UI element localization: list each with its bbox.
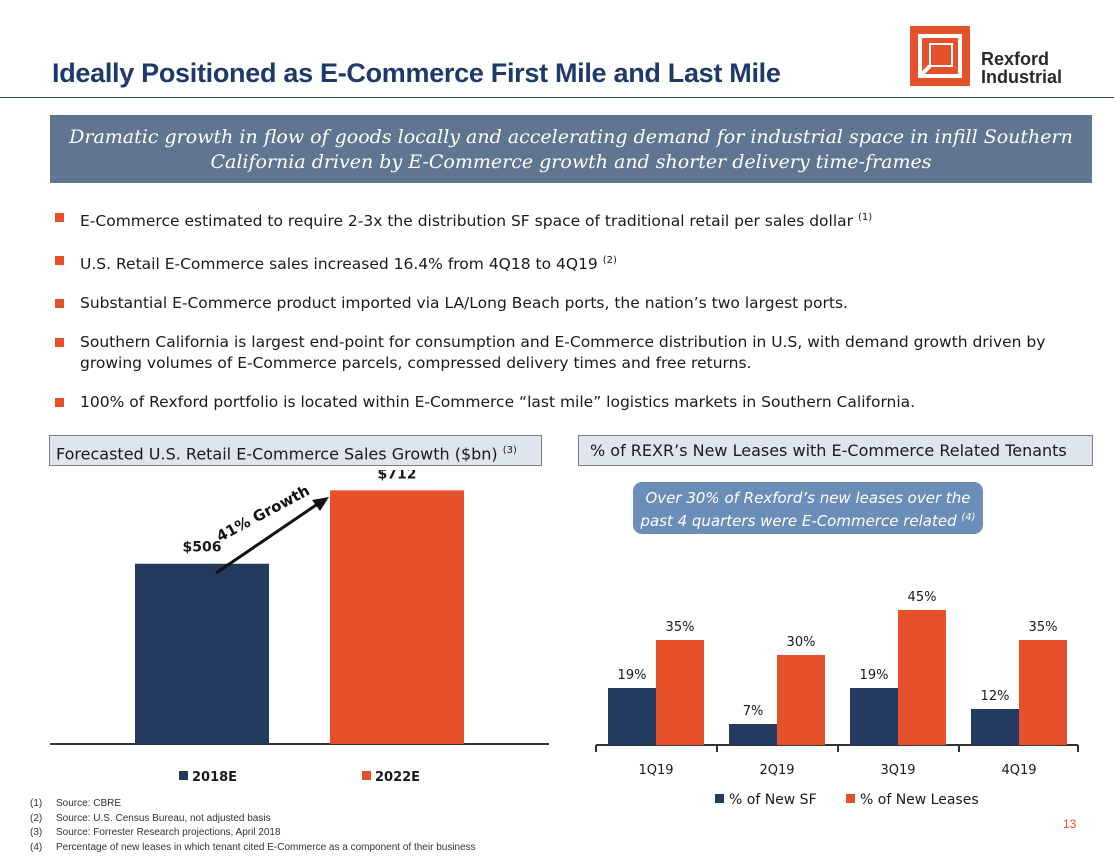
square-bullet-icon	[55, 338, 64, 348]
bullet-text: Southern California is largest end-point…	[80, 333, 1046, 373]
footnote-text: Source: Forrester Research projections, …	[56, 827, 281, 838]
banner-line-2: California driven by E-Commerce growth a…	[210, 151, 932, 173]
footnotes: (1) Source: CBRE (2) Source: U.S. Census B…	[30, 797, 476, 855]
legend-label: 2022E	[375, 770, 420, 785]
ecommerce-callout: Over 30% of Rexford’s new leases over th…	[633, 482, 983, 534]
footnote-ref: (4)	[961, 512, 976, 523]
bullet-item: 100% of Rexford portfolio is located wit…	[55, 392, 1095, 413]
right-chart-title: % of REXR’s New Leases with E-Commerce R…	[590, 441, 1067, 460]
square-bullet-icon	[55, 256, 64, 266]
footnote-ref: (3)	[502, 445, 517, 456]
bar	[971, 709, 1019, 745]
legend-label: % of New Leases	[860, 792, 979, 808]
bar	[777, 655, 825, 745]
data-label: 35%	[666, 620, 695, 635]
footnote-ref: (1)	[857, 212, 873, 223]
banner-line-1: Dramatic growth in flow of goods locally…	[69, 126, 1073, 148]
bullet-item: E-Commerce estimated to require 2-3x the…	[55, 207, 1095, 232]
left-chart-title: Forecasted U.S. Retail E-Commerce Sales …	[56, 444, 503, 464]
ecommerce-sales-chart: $506 $712 41% Growth 2018E 2022E	[50, 470, 549, 785]
bar	[850, 688, 898, 745]
square-bullet-icon	[55, 299, 64, 309]
footnote: (1) Source: CBRE	[30, 797, 476, 812]
data-label: 19%	[618, 668, 647, 683]
data-label: 12%	[981, 689, 1010, 704]
bar	[1019, 640, 1067, 745]
square-bullet-icon	[55, 213, 64, 222]
footnote: (2) Source: U.S. Census Bureau, not adjus…	[30, 812, 476, 827]
footnote-ref: (2)	[602, 255, 617, 267]
growth-annotation: 41% Growth	[213, 481, 329, 575]
page-title: Ideally Positioned as E-Commerce First M…	[52, 58, 781, 88]
bar	[330, 490, 464, 744]
data-label: $506	[183, 540, 222, 556]
footnote-number: (1)	[30, 798, 43, 809]
legend-label: 2018E	[192, 770, 237, 785]
right-chart-header: % of REXR’s New Leases with E-Commerce R…	[578, 435, 1093, 466]
data-label: 7%	[743, 704, 764, 719]
legend-swatch	[179, 771, 188, 780]
footnote-number: (4)	[30, 841, 43, 853]
bullet-text: Substantial E-Commerce product imported …	[80, 294, 848, 313]
rexford-logo-icon	[910, 26, 970, 86]
growth-label: 41% Growth	[213, 481, 312, 545]
bar	[898, 610, 946, 745]
company-logo-text: Rexford Industrial	[981, 50, 1062, 86]
key-points-list: E-Commerce estimated to require 2-3x the…	[55, 207, 1095, 431]
legend-label: % of New SF	[729, 792, 817, 808]
footnote-number: (3)	[30, 827, 43, 838]
footnote-text: Source: U.S. Census Bureau, not adjusted…	[56, 812, 271, 824]
title-divider	[0, 97, 1114, 98]
bullet-item: Substantial E-Commerce product imported …	[55, 293, 1095, 314]
callout-line-1: Over 30% of Rexford’s new leases over th…	[645, 489, 971, 507]
footnote: (4) Percentage of new leases in which ten…	[30, 841, 476, 856]
tick-label: 4Q19	[1001, 763, 1036, 778]
footnote-text: Percentage of new leases in which tenant…	[56, 841, 476, 853]
data-label: 30%	[787, 635, 816, 650]
bar	[729, 724, 777, 745]
bar	[135, 563, 269, 744]
growth-arrow-icon	[215, 499, 323, 575]
tick-label: 3Q19	[880, 763, 915, 778]
left-chart-header: Forecasted U.S. Retail E-Commerce Sales …	[49, 435, 542, 466]
legend-swatch	[715, 794, 724, 803]
data-label: 19%	[860, 668, 889, 683]
bar	[608, 688, 656, 745]
footnote: (3) Source: Forrester Research projection…	[30, 826, 476, 841]
data-label: 45%	[908, 590, 937, 605]
logo-line-2: Industrial	[981, 67, 1063, 87]
page-number: 13	[1063, 817, 1077, 831]
tick-label: 2Q19	[759, 763, 794, 778]
bullet-item: U.S. Retail E-Commerce sales increased 1…	[55, 250, 1095, 275]
legend-swatch	[362, 771, 371, 780]
tick-label: 1Q19	[638, 763, 673, 778]
bullet-text: E-Commerce estimated to require 2-3x the…	[80, 212, 858, 231]
bullet-text: U.S. Retail E-Commerce sales increased 1…	[80, 255, 603, 274]
footnote-number: (2)	[30, 812, 43, 824]
legend-swatch	[846, 794, 855, 803]
arrow-head-icon	[312, 497, 329, 511]
square-bullet-icon	[55, 398, 64, 408]
new-leases-chart: 19% 35% 1Q19 7% 30% 2Q19 19% 45% 3Q19 12% 35% 4Q19%…	[595, 590, 1079, 808]
logo-line-1: Rexford	[981, 49, 1050, 69]
callout-line-2: past 4 quarters were E-Commerce related	[640, 512, 962, 530]
data-label: $712	[378, 470, 417, 482]
footnote-text: Source: CBRE	[56, 798, 122, 809]
bullet-text: 100% of Rexford portfolio is located wit…	[80, 393, 916, 412]
data-label: 35%	[1029, 620, 1058, 635]
bullet-item: Southern California is largest end-point…	[55, 332, 1095, 374]
bar	[656, 640, 704, 745]
headline-banner: Dramatic growth in flow of goods locally…	[50, 115, 1092, 183]
